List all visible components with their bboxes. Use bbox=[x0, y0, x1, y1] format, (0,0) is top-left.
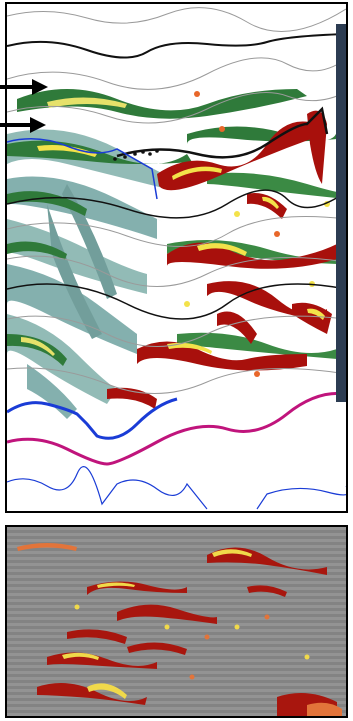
lower-arrow bbox=[0, 116, 48, 134]
upper-arrow bbox=[0, 78, 50, 96]
teal-facies-bands bbox=[7, 130, 172, 420]
red-facies-bands bbox=[107, 111, 337, 409]
seismic-amplitude-image bbox=[7, 527, 346, 716]
seismic-facies-panel bbox=[5, 2, 348, 513]
seismic-facies-image bbox=[7, 4, 346, 511]
seismic-amplitude-panel bbox=[5, 525, 348, 718]
side-bar bbox=[336, 24, 346, 402]
